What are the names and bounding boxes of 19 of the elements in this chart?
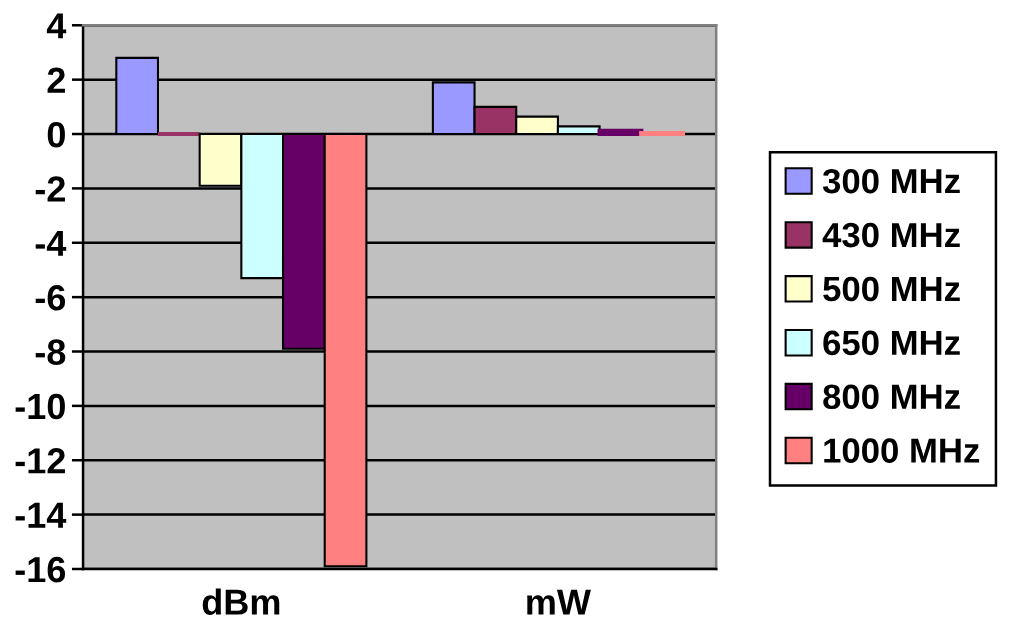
y-tick-label: -6 (35, 285, 66, 311)
y-tick-label: -4 (35, 231, 67, 256)
x-tick-label: mW (527, 589, 591, 615)
legend-label: 500 MHz (823, 276, 960, 302)
legend-label: 650 MHz (823, 330, 960, 356)
y-tick-label: -16 (15, 556, 66, 583)
y-tick-label: -8 (35, 339, 66, 365)
x-tick-label: dBm (202, 588, 280, 615)
legend-label: 430 MHz (822, 222, 960, 248)
legend-label: 1000 MHz (824, 438, 980, 463)
legend-label: 300 MHz (822, 168, 960, 194)
y-tick-label: -10 (15, 393, 65, 420)
y-tick-label: 0 (47, 121, 65, 148)
y-tick-label: -12 (15, 448, 65, 474)
y-tick-label: 2 (47, 67, 65, 93)
y-tick-label: 4 (46, 13, 67, 39)
y-tick-label: -2 (35, 176, 65, 202)
legend-label: 800 MHz (823, 384, 960, 410)
y-tick-label: -14 (15, 502, 67, 528)
